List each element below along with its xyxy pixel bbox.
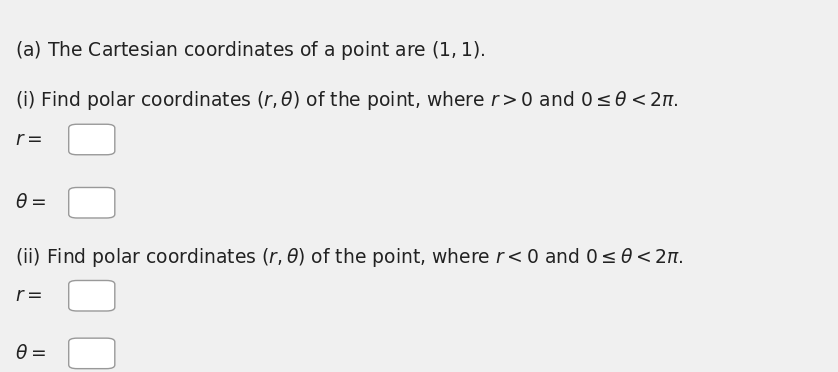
FancyBboxPatch shape <box>69 187 115 218</box>
Text: $r =$: $r =$ <box>15 286 42 305</box>
Text: (ii) Find polar coordinates $(r, \theta)$ of the point, where $r < 0$ and $0 \le: (ii) Find polar coordinates $(r, \theta)… <box>15 246 684 269</box>
Text: (a) The Cartesian coordinates of a point are $(1, 1)$.: (a) The Cartesian coordinates of a point… <box>15 39 485 62</box>
Text: (i) Find polar coordinates $(r, \theta)$ of the point, where $r > 0$ and $0 \leq: (i) Find polar coordinates $(r, \theta)$… <box>15 89 679 112</box>
Text: $\theta =$: $\theta =$ <box>15 344 46 363</box>
FancyBboxPatch shape <box>69 280 115 311</box>
FancyBboxPatch shape <box>69 124 115 155</box>
FancyBboxPatch shape <box>69 338 115 369</box>
Text: $\theta =$: $\theta =$ <box>15 193 46 212</box>
Text: $r =$: $r =$ <box>15 130 42 149</box>
